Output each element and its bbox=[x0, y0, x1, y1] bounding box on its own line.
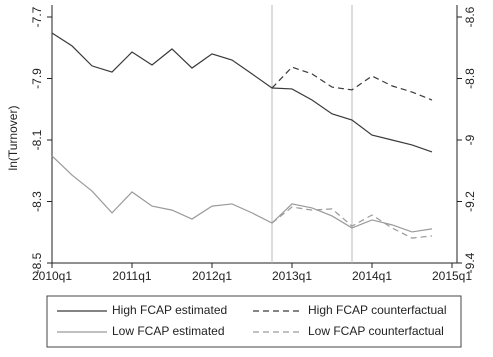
legend-label: High FCAP counterfactual bbox=[308, 303, 447, 317]
y-tick-label: -8.3 bbox=[30, 191, 44, 212]
y2-tick-label: -9.4 bbox=[463, 252, 477, 273]
x-tick-label: 2014q1 bbox=[352, 269, 392, 283]
x-tick-label: 2011q1 bbox=[112, 269, 151, 283]
x-tick-label: 2015q1 bbox=[432, 269, 472, 283]
x-tick-label: 2010q1 bbox=[32, 269, 72, 283]
legend-label: Low FCAP counterfactual bbox=[308, 324, 444, 338]
legend-box bbox=[46, 295, 462, 348]
y2-tick-label: -9 bbox=[463, 134, 477, 145]
series-line bbox=[51, 32, 433, 153]
x-tick-label: 2012q1 bbox=[192, 269, 232, 283]
y2-tick-label: -8.6 bbox=[463, 6, 477, 27]
y-tick-label: -8.1 bbox=[30, 129, 44, 150]
y2-tick-label: -9.2 bbox=[463, 191, 477, 212]
y-axis-label: ln(Turnover) bbox=[6, 106, 20, 171]
y-tick-label: -8.5 bbox=[30, 252, 44, 273]
legend-label: Low FCAP estimated bbox=[112, 324, 225, 338]
series-line bbox=[271, 206, 433, 239]
series-line bbox=[51, 155, 433, 233]
y-tick-label: -7.7 bbox=[30, 6, 44, 27]
series-line bbox=[271, 66, 433, 101]
y2-tick-label: -8.8 bbox=[463, 68, 477, 89]
y-tick-label: -7.9 bbox=[30, 68, 44, 89]
legend-label: High FCAP estimated bbox=[112, 303, 227, 317]
x-tick-label: 2013q1 bbox=[272, 269, 312, 283]
